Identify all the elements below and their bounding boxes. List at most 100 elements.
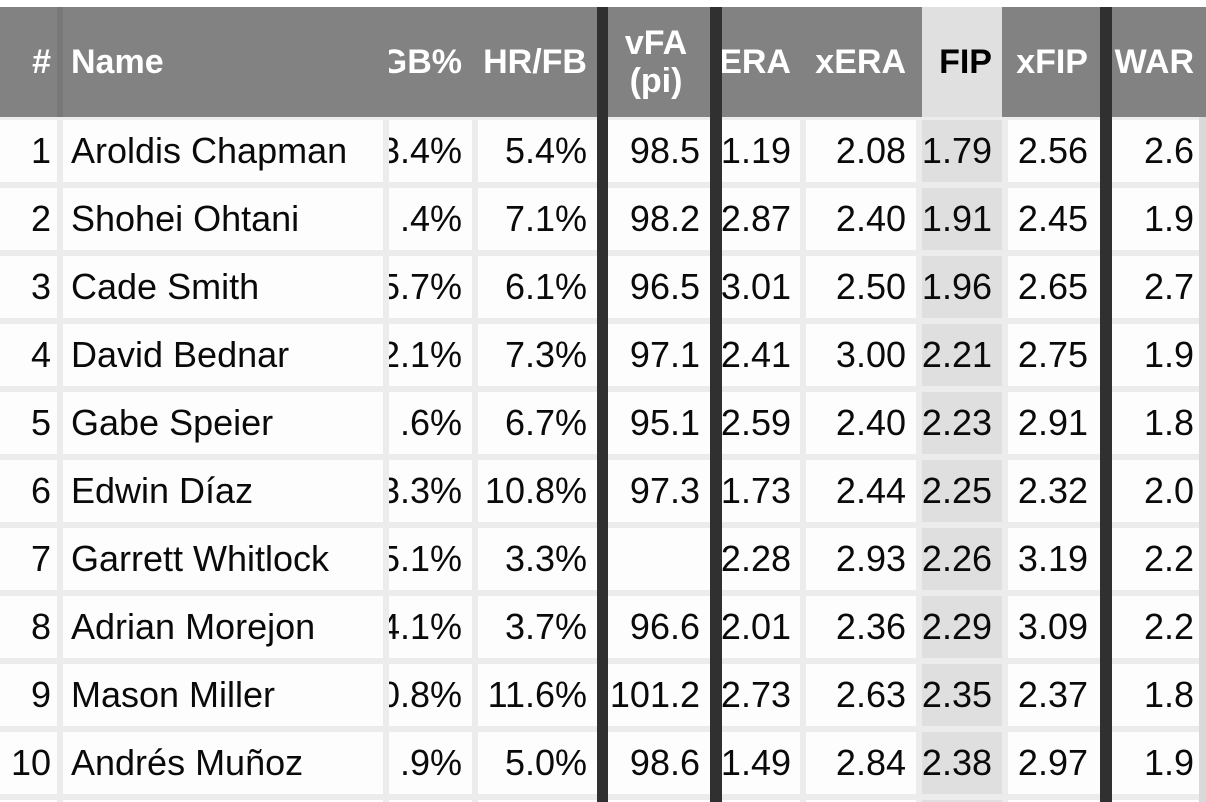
gb-pct-cell: 3.4% <box>389 120 472 182</box>
table-row-partial <box>0 800 1206 802</box>
war-cell: 2.0 <box>1112 460 1206 522</box>
xfip-cell: 2.32 <box>1008 460 1100 522</box>
vfa-cell: 95.1 <box>608 392 710 454</box>
xfip-cell: 2.75 <box>1008 324 1100 386</box>
fip-cell: 2.35 <box>922 664 1002 726</box>
era-cell: 2.41 <box>721 324 800 386</box>
fip-cell: 2.23 <box>922 392 1002 454</box>
vfa-cell: 97.1 <box>608 324 710 386</box>
xfip-cell: 2.56 <box>1008 120 1100 182</box>
xfip-cell: 2.65 <box>1008 256 1100 318</box>
rank-cell: 9 <box>0 664 57 726</box>
xera-cell: 3.00 <box>806 324 916 386</box>
header-cell-war[interactable]: WAR <box>1114 42 1194 81</box>
hr-fb-cell: 3.7% <box>478 596 597 658</box>
player-name-link[interactable]: Mason Miller <box>63 664 383 726</box>
fip-cell: 1.91 <box>922 188 1002 250</box>
hr-fb-cell: 7.1% <box>478 188 597 250</box>
header-cell-rank[interactable]: # <box>32 42 51 81</box>
xfip-cell: 3.09 <box>1008 596 1100 658</box>
xera-cell: 2.08 <box>806 120 916 182</box>
header-divider <box>57 7 63 117</box>
era-cell: 3.01 <box>721 256 800 318</box>
war-cell: 1.8 <box>1112 392 1206 454</box>
war-cell: 2.2 <box>1112 596 1206 658</box>
vfa-cell: 96.5 <box>608 256 710 318</box>
player-name-link[interactable]: Andrés Muñoz <box>63 732 383 794</box>
header-cell-gb-pct[interactable]: GB% <box>389 42 462 81</box>
era-cell: 2.59 <box>721 392 800 454</box>
xfip-cell: 2.97 <box>1008 732 1100 794</box>
xfip-cell: 3.19 <box>1008 528 1100 590</box>
xera-cell: 2.40 <box>806 188 916 250</box>
vfa-cell: 98.6 <box>608 732 710 794</box>
fip-cell: 1.96 <box>922 256 1002 318</box>
fip-cell: 2.29 <box>922 596 1002 658</box>
xera-cell: 2.63 <box>806 664 916 726</box>
hr-fb-cell: 5.4% <box>478 120 597 182</box>
fip-cell: 2.38 <box>922 732 1002 794</box>
header-cell-era[interactable]: ERA <box>719 42 791 81</box>
war-cell: 1.9 <box>1112 324 1206 386</box>
era-cell: 1.19 <box>721 120 800 182</box>
era-cell: 2.28 <box>721 528 800 590</box>
player-name-link[interactable]: Cade Smith <box>63 256 383 318</box>
xfip-cell: 2.37 <box>1008 664 1100 726</box>
header-cell-xfip[interactable]: xFIP <box>1016 42 1088 81</box>
header-cell-vfa-pi[interactable]: vFA (pi) <box>608 7 710 117</box>
rank-cell: 7 <box>0 528 57 590</box>
player-name-link[interactable]: Gabe Speier <box>63 392 383 454</box>
gb-pct-cell: 0.8% <box>389 664 472 726</box>
fip-cell: 2.26 <box>922 528 1002 590</box>
player-name-link[interactable]: Shohei Ohtani <box>63 188 383 250</box>
xera-cell: 2.44 <box>806 460 916 522</box>
header-cell-hr-fb[interactable]: HR/FB <box>483 42 587 81</box>
war-cell: 1.8 <box>1112 664 1206 726</box>
era-cell: 2.87 <box>721 188 800 250</box>
rank-cell: 1 <box>0 120 57 182</box>
hr-fb-cell: 5.0% <box>478 732 597 794</box>
xera-cell: 2.36 <box>806 596 916 658</box>
player-name-link[interactable]: Edwin Díaz <box>63 460 383 522</box>
era-cell: 2.73 <box>721 664 800 726</box>
table-row: 5 Gabe Speier .6% 6.7% 95.1 2.59 2.40 2.… <box>0 392 1206 454</box>
vfa-label-line1: vFA <box>624 23 688 62</box>
era-cell: 1.49 <box>721 732 800 794</box>
vfa-cell: 97.3 <box>608 460 710 522</box>
hr-fb-cell: 11.6% <box>478 664 597 726</box>
hr-fb-cell: 10.8% <box>478 460 597 522</box>
player-name-link[interactable]: Aroldis Chapman <box>63 120 383 182</box>
table-body: 1 Aroldis Chapman 3.4% 5.4% 98.5 1.19 2.… <box>0 117 1206 802</box>
vfa-label-line2: (pi) <box>629 62 683 100</box>
gb-pct-cell: 2.1% <box>389 324 472 386</box>
war-cell: 1.9 <box>1112 732 1206 794</box>
table-row: 10 Andrés Muñoz .9% 5.0% 98.6 1.49 2.84 … <box>0 732 1206 794</box>
gb-pct-cell: .9% <box>389 732 472 794</box>
rank-cell: 8 <box>0 596 57 658</box>
hr-fb-cell: 3.3% <box>478 528 597 590</box>
xera-cell: 2.50 <box>806 256 916 318</box>
table-row: 8 Adrian Morejon 4.1% 3.7% 96.6 2.01 2.3… <box>0 596 1206 658</box>
header-cell-xera[interactable]: xERA <box>815 42 906 81</box>
hr-fb-cell: 6.7% <box>478 392 597 454</box>
header-cell-name[interactable]: Name <box>71 42 164 81</box>
war-cell: 2.6 <box>1112 120 1206 182</box>
table-row: 7 Garrett Whitlock 5.1% 3.3% 2.28 2.93 2… <box>0 528 1206 590</box>
rank-cell: 5 <box>0 392 57 454</box>
era-cell: 2.01 <box>721 596 800 658</box>
player-name-link[interactable]: Adrian Morejon <box>63 596 383 658</box>
xfip-cell: 2.91 <box>1008 392 1100 454</box>
player-name-link[interactable]: David Bednar <box>63 324 383 386</box>
player-name-link[interactable]: Garrett Whitlock <box>63 528 383 590</box>
gb-pct-cell: 3.3% <box>389 460 472 522</box>
header-cell-fip-sorted[interactable]: FIP <box>922 7 1002 117</box>
column-divider-bar <box>597 7 608 802</box>
vfa-cell-empty <box>608 528 710 590</box>
gb-pct-cell: 5.7% <box>389 256 472 318</box>
fip-cell: 1.79 <box>922 120 1002 182</box>
vfa-cell: 101.2 <box>608 664 710 726</box>
war-cell: 2.2 <box>1112 528 1206 590</box>
table-row: 4 David Bednar 2.1% 7.3% 97.1 2.41 3.00 … <box>0 324 1206 386</box>
vfa-cell: 98.2 <box>608 188 710 250</box>
